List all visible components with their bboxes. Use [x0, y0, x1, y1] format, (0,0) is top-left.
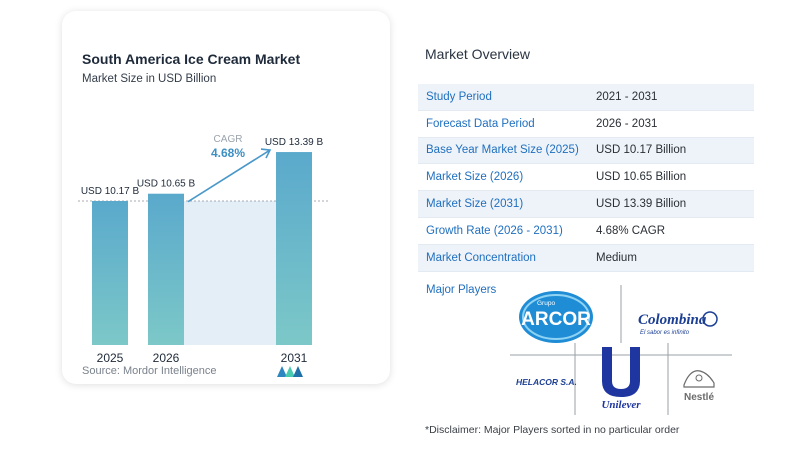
- helacor-logo: HELACOR S.A.: [516, 377, 577, 387]
- overview-row-value: Medium: [596, 251, 637, 264]
- cagr-value: 4.68%: [211, 146, 245, 160]
- cagr-label: CAGR: [214, 134, 243, 145]
- x-tick-label: 2031: [281, 351, 308, 365]
- major-players-logos: Grupo ARCOR Colombina El sabor es infini…: [510, 285, 732, 415]
- data-label: USD 13.39 B: [265, 137, 324, 148]
- overview-row-value: USD 10.65 Billion: [596, 171, 687, 184]
- helacor-name-text: HELACOR S.A.: [516, 377, 577, 387]
- cagr-arrow: [187, 149, 271, 203]
- bar-2026: [148, 193, 184, 345]
- overview-row-label: Study Period: [426, 90, 492, 103]
- overview-row: Forecast Data Period 2026 - 2031: [418, 111, 754, 138]
- overview-row-value: USD 10.17 Billion: [596, 144, 687, 157]
- unilever-name-text: Unilever: [601, 399, 641, 411]
- overview-row-label: Forecast Data Period: [426, 117, 535, 130]
- chart-title: South America Ice Cream Market: [82, 51, 301, 67]
- bar-chart: USD 10.17 B 2025 USD 10.65 B 2026 USD 13.39 …: [78, 134, 328, 365]
- overview-row-value: USD 13.39 Billion: [596, 198, 687, 211]
- overview-row-label: Base Year Market Size (2025): [426, 144, 579, 157]
- x-tick-label: 2026: [153, 351, 180, 365]
- arcor-grupo-text: Grupo: [537, 300, 555, 307]
- overview-row-value: 2026 - 2031: [596, 117, 658, 130]
- colombina-logo: Colombina El sabor es infinito: [638, 311, 718, 336]
- overview-row: Market Size (2031) USD 13.39 Billion: [418, 191, 754, 218]
- nestle-logo: Nestlé: [683, 370, 715, 403]
- forecast-region-shade: [184, 201, 276, 345]
- bar-2031: [276, 152, 312, 345]
- chart-card: South America Ice Cream Market Market Si…: [62, 11, 390, 384]
- nestle-name-text: Nestlé: [684, 392, 714, 403]
- overview-row-label: Growth Rate (2026 - 2031): [426, 224, 563, 237]
- overview-title: Market Overview: [425, 46, 531, 62]
- overview-table: Study Period 2021 - 2031 Forecast Data Per…: [418, 84, 754, 272]
- bar-2025: [92, 201, 128, 345]
- overview-row-label: Market Size (2031): [426, 198, 524, 211]
- colombina-name-text: Colombina: [638, 312, 707, 328]
- overview-row-label: Market Size (2026): [426, 171, 524, 184]
- arcor-name-text: ARCOR: [521, 309, 591, 330]
- arcor-logo: Grupo ARCOR: [519, 291, 593, 343]
- source-note: Source: Mordor Intelligence: [82, 365, 217, 377]
- players-title: Major Players: [426, 284, 497, 296]
- overview-row: Base Year Market Size (2025) USD 10.17 Bi…: [418, 137, 754, 165]
- mordor-intelligence-logo-icon: [277, 366, 303, 377]
- overview-row: Market Size (2026) USD 10.65 Billion: [418, 164, 754, 192]
- cagr-arrowhead: [260, 148, 272, 159]
- overview-row-value: 4.68% CAGR: [596, 224, 666, 237]
- disclaimer-note: *Disclaimer: Major Players sorted in no …: [425, 424, 680, 436]
- data-label: USD 10.65 B: [137, 179, 196, 190]
- unilever-logo: Unilever: [601, 347, 641, 411]
- overview-row: Growth Rate (2026 - 2031) 4.68% CAGR: [418, 218, 754, 245]
- overview-row: Study Period 2021 - 2031: [418, 84, 754, 111]
- colombina-tagline-text: El sabor es infinito: [640, 330, 690, 336]
- data-label: USD 10.17 B: [81, 186, 140, 197]
- overview-row-value: 2021 - 2031: [596, 90, 658, 103]
- overview-row: Market Concentration Medium: [418, 244, 754, 272]
- x-tick-label: 2025: [97, 351, 124, 365]
- overview-row-label: Market Concentration: [426, 251, 536, 264]
- chart-subtitle: Market Size in USD Billion: [82, 73, 217, 85]
